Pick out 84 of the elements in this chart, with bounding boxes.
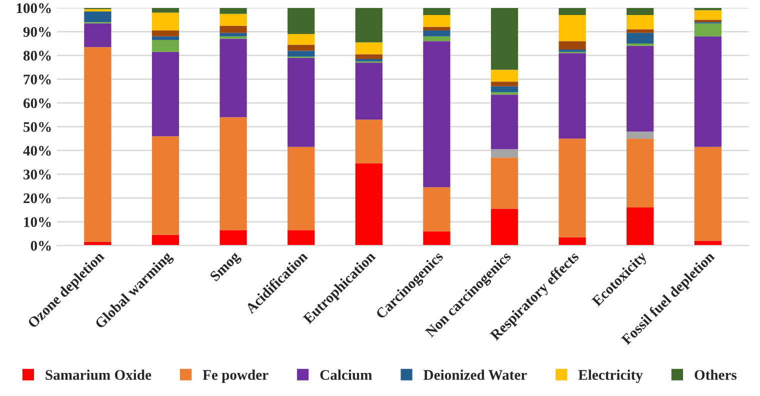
y-tick-label: 60% bbox=[23, 98, 51, 108]
bar bbox=[626, 208, 654, 246]
bar bbox=[423, 8, 450, 16]
y-tick-label: 30% bbox=[24, 170, 51, 180]
legend-label: Fe powder bbox=[202, 370, 268, 383]
bar bbox=[152, 30, 180, 36]
bar bbox=[288, 58, 315, 147]
bar bbox=[220, 36, 247, 39]
bar bbox=[558, 41, 586, 50]
bar bbox=[626, 131, 654, 139]
bar bbox=[558, 138, 586, 238]
bar bbox=[355, 164, 382, 246]
y-tick-label: 40% bbox=[23, 146, 51, 156]
bar bbox=[288, 230, 315, 246]
bar bbox=[558, 15, 586, 42]
bar bbox=[490, 70, 518, 82]
bar bbox=[423, 231, 450, 246]
y-tick-label: 90% bbox=[23, 27, 51, 37]
y-tick-label: 50% bbox=[24, 122, 51, 132]
bar bbox=[423, 15, 450, 27]
y-tick-label: 10% bbox=[24, 217, 51, 228]
bar bbox=[220, 32, 247, 36]
bar bbox=[490, 208, 518, 246]
bar bbox=[152, 12, 180, 30]
bar bbox=[84, 47, 112, 242]
bar bbox=[626, 138, 654, 208]
bar bbox=[220, 8, 247, 14]
bar bbox=[152, 36, 180, 40]
y-tick-label: 70% bbox=[24, 74, 51, 84]
bar bbox=[490, 82, 518, 86]
bar bbox=[490, 94, 518, 150]
bar bbox=[694, 36, 722, 147]
bar bbox=[288, 34, 315, 45]
bar bbox=[490, 8, 518, 70]
bar bbox=[152, 8, 180, 13]
y-tick-label: 0% bbox=[30, 240, 51, 251]
bar bbox=[558, 237, 586, 246]
bar bbox=[626, 32, 654, 44]
bar bbox=[626, 46, 654, 132]
bar bbox=[288, 8, 315, 34]
bar bbox=[355, 42, 382, 54]
bar bbox=[694, 10, 722, 20]
bar bbox=[490, 86, 518, 92]
bar bbox=[220, 38, 247, 118]
y-tick-label: 100% bbox=[16, 3, 51, 14]
bar bbox=[220, 230, 247, 246]
bar bbox=[694, 23, 722, 36]
bar bbox=[694, 146, 722, 241]
bar bbox=[220, 117, 247, 230]
bar bbox=[423, 36, 450, 42]
bar bbox=[288, 50, 315, 57]
legend-label: Samarium Oxide bbox=[46, 370, 152, 380]
legend-label: Calcium bbox=[320, 370, 372, 380]
bar bbox=[355, 8, 382, 42]
bar bbox=[355, 62, 382, 120]
bar bbox=[152, 52, 180, 136]
bar bbox=[220, 14, 247, 26]
bar bbox=[288, 44, 315, 51]
bar bbox=[626, 29, 654, 33]
bar bbox=[423, 30, 450, 36]
bar bbox=[423, 187, 450, 232]
bar bbox=[355, 54, 382, 60]
y-tick-label: 20% bbox=[24, 193, 51, 204]
bar bbox=[355, 120, 382, 164]
bar bbox=[423, 26, 450, 30]
legend-label: Deionized Water bbox=[424, 370, 527, 380]
bar bbox=[84, 11, 112, 22]
y-tick-label: 80% bbox=[23, 50, 51, 61]
bar bbox=[558, 53, 586, 139]
bar bbox=[152, 234, 180, 246]
bar bbox=[423, 41, 450, 188]
bar bbox=[626, 8, 654, 16]
bar bbox=[626, 15, 654, 30]
bar bbox=[152, 40, 180, 52]
bar bbox=[694, 8, 722, 10]
bar bbox=[220, 26, 247, 33]
bar bbox=[558, 8, 586, 16]
bar bbox=[288, 146, 315, 230]
bar bbox=[490, 149, 518, 158]
bar bbox=[152, 136, 180, 235]
legend-label: Others bbox=[694, 370, 737, 380]
bar bbox=[490, 158, 518, 209]
bar bbox=[84, 23, 112, 48]
legend-label: Electricity bbox=[578, 370, 643, 383]
